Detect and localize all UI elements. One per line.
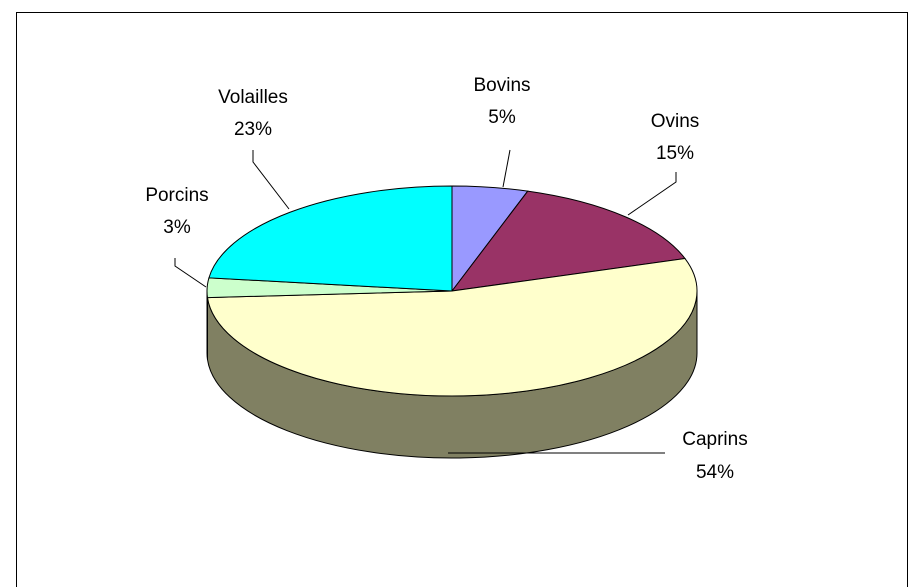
label-volailles-pct: 23% [234, 119, 272, 140]
label-porcins-pct: 3% [163, 217, 191, 238]
label-caprins-name: Caprins [682, 429, 747, 450]
label-volailles-name: Volailles [218, 87, 288, 108]
leader-line-volailles [253, 150, 289, 209]
label-porcins-name: Porcins [145, 185, 208, 206]
pie-slices [207, 186, 697, 396]
label-bovins-pct: 5% [488, 107, 516, 128]
label-ovins-name: Ovins [651, 111, 700, 132]
label-caprins-pct: 54% [696, 462, 734, 483]
label-bovins-name: Bovins [473, 75, 530, 96]
leader-line-porcins [175, 258, 206, 287]
leader-line-ovins [628, 172, 676, 215]
slice-volailles [209, 186, 452, 291]
pie-chart: Bovins 5% Ovins 15% Caprins 54% Porcins … [0, 0, 910, 575]
label-ovins-pct: 15% [656, 143, 694, 164]
leader-line-bovins [503, 150, 510, 187]
